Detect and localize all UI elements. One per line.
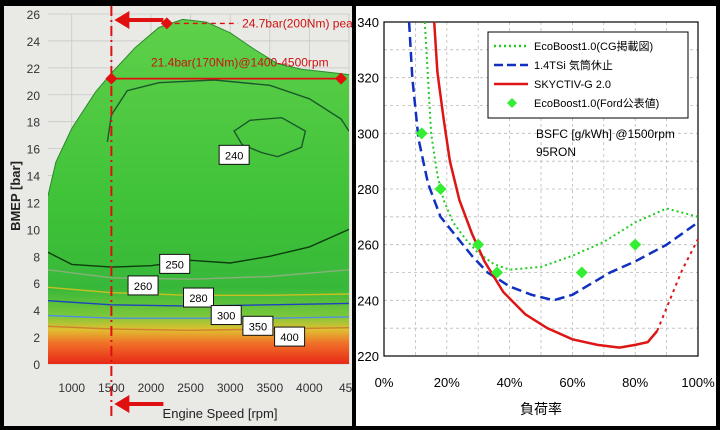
data-point-ecoboost-ford — [629, 238, 642, 251]
marker-arrow-head — [114, 11, 130, 29]
contour-value-label: 260 — [134, 281, 152, 293]
contour-value-label: 300 — [217, 311, 235, 323]
legend-label: EcoBoost1.0(Ford公表値) — [534, 96, 659, 110]
y-tick-label: 260 — [357, 238, 379, 253]
contour-line-350 — [48, 314, 349, 319]
y-tick-label: 26 — [27, 8, 41, 22]
y-tick-label: 2 — [33, 331, 40, 345]
efficiency-map-fill — [48, 19, 349, 364]
contour-line-260 — [48, 269, 349, 280]
y-tick-label: 14 — [27, 170, 41, 184]
y-tick-label: 6 — [33, 277, 40, 291]
y-tick-label: 24 — [27, 35, 41, 49]
contour-value-box — [218, 144, 250, 165]
data-point-ecoboost-ford — [434, 183, 447, 195]
y-tick-label: 320 — [357, 71, 379, 86]
contour-value-label: 350 — [249, 321, 267, 333]
contour-value-label: 240 — [225, 150, 243, 162]
x-tick-label: 80% — [622, 375, 648, 390]
contour-value-box — [242, 315, 274, 336]
y-tick-label: 4 — [33, 304, 40, 318]
y-tick-label: 22 — [27, 62, 41, 76]
x-axis-title: 負荷率 — [520, 401, 562, 417]
data-point-ecoboost-ford — [415, 127, 428, 140]
x-tick-label: 1500 — [98, 381, 125, 395]
x-axis-title: Engine Speed [rpm] — [163, 406, 278, 421]
contour-value-label: 280 — [189, 293, 207, 305]
contour-line-250 — [48, 228, 349, 268]
plateau-label: 21.4bar(170Nm)@1400-4500rpm — [151, 56, 329, 70]
contour-value-box — [210, 305, 242, 326]
y-tick-label: 16 — [27, 143, 41, 157]
plateau-marker — [105, 72, 118, 85]
contour-value-box — [127, 275, 159, 296]
contour-value-label: 400 — [280, 332, 298, 344]
y-tick-label: 10 — [27, 223, 41, 237]
x-tick-label: 20% — [434, 375, 460, 390]
y-tick-label: 0 — [33, 358, 40, 372]
x-tick-label: 3000 — [217, 381, 244, 395]
data-point-ecoboost-ford — [472, 238, 485, 251]
chart-subtitle: 95RON — [536, 145, 576, 159]
y-tick-label: 12 — [27, 196, 41, 210]
y-tick-label: 18 — [27, 116, 41, 130]
peak-label: 24.7bar(200Nm) peak — [242, 16, 352, 30]
bmep-map-panel: 240 250 260 280 300 350 400 24.7bar(200Nm) peak… — [4, 6, 352, 426]
x-tick-label: 450 — [339, 381, 352, 395]
y-tick-label: 280 — [357, 182, 379, 197]
marker-arrow-head — [114, 395, 130, 413]
y-tick-label: 340 — [357, 15, 379, 30]
data-point-ecoboost-ford — [491, 266, 504, 279]
peak-marker — [160, 17, 173, 30]
legend-label: SKYCTIV-G 2.0 — [534, 79, 611, 91]
contour-line-240 — [106, 79, 349, 143]
legend-swatch — [507, 98, 517, 108]
x-tick-label: 3500 — [256, 381, 283, 395]
x-tick-label: 60% — [559, 375, 585, 390]
contour-value-label: 250 — [166, 259, 184, 271]
y-tick-label: 20 — [27, 89, 41, 103]
y-tick-label: 8 — [33, 250, 40, 264]
y-tick-label: 300 — [357, 126, 379, 141]
x-tick-label: 2500 — [177, 381, 204, 395]
x-tick-label: 0% — [375, 375, 394, 390]
series-line — [432, 21, 659, 349]
x-tick-label: 40% — [497, 375, 523, 390]
x-tick-label: 100% — [681, 375, 715, 390]
contour-value-box — [159, 253, 191, 274]
plateau-marker — [335, 72, 347, 85]
full-load-curve — [48, 18, 349, 196]
y-tick-label: 220 — [357, 349, 379, 364]
y-tick-label: 240 — [357, 293, 379, 308]
y-axis-title: BMEP [bar] — [8, 161, 23, 231]
contour-line-240 — [233, 116, 307, 158]
bsfc-panel: 220 240 260 280 300 320 340 0% 20% 40% 60% 80% 100% … — [356, 6, 716, 426]
series-line — [656, 238, 699, 332]
series-line — [423, 21, 699, 271]
x-tick-label: 4000 — [296, 381, 323, 395]
legend-box — [487, 31, 689, 119]
data-point-ecoboost-ford — [575, 266, 588, 279]
legend-label: 1.4TSi 気筒休止 — [534, 58, 613, 72]
x-tick-label: 2000 — [138, 381, 165, 395]
contour-value-box — [183, 287, 214, 308]
legend-label: EcoBoost1.0(CG掲載図) — [534, 39, 653, 53]
chart-title: BSFC [g/kWh] @1500rpm — [536, 127, 675, 141]
contour-value-box — [274, 326, 306, 347]
x-tick-label: 1000 — [58, 381, 85, 395]
plot-frame — [383, 21, 699, 357]
